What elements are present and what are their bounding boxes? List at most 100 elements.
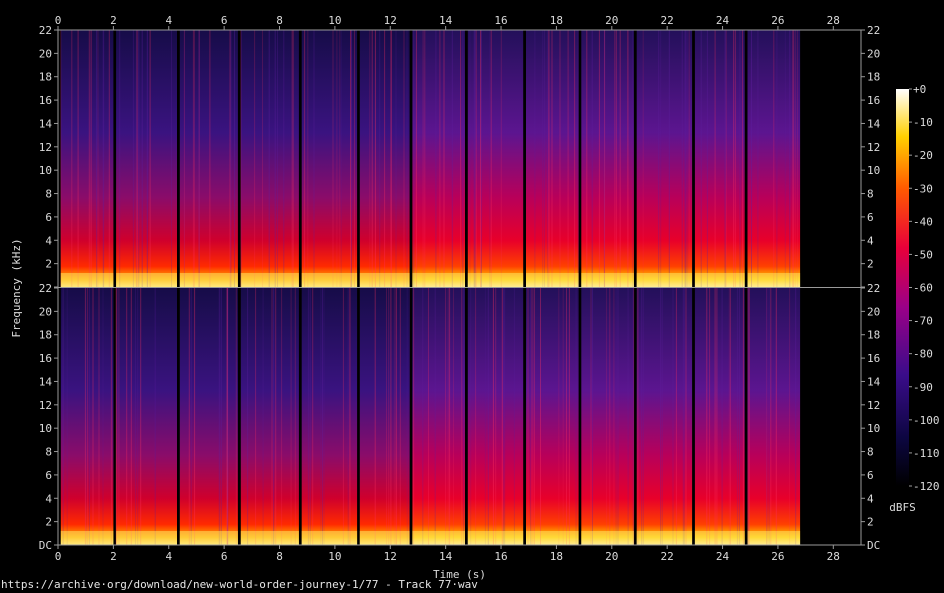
axes: 0022446688101012121414161618182020222224…	[10, 14, 881, 581]
x-tick-label: 14	[439, 14, 453, 27]
spectrogram-segment	[636, 288, 693, 545]
y-tick-label: DC	[867, 539, 880, 552]
y-tick-label: 8	[45, 446, 52, 459]
spectrogram-segment	[526, 30, 579, 287]
colorbar-tick-label: -120	[913, 480, 940, 493]
y-tick-label: 10	[867, 164, 880, 177]
spectrogram-segment	[60, 288, 114, 545]
low-frequency-band	[694, 531, 745, 545]
colorbar-tick-label: -60	[913, 282, 933, 295]
x-tick-label: 16	[494, 14, 507, 27]
y-tick-label: 10	[39, 422, 52, 435]
y-tick-label: 22	[867, 24, 880, 37]
y-tick-label: 16	[39, 94, 52, 107]
y-tick-label: 8	[867, 188, 874, 201]
colorbar-tick-label: -90	[913, 381, 933, 394]
x-tick-label: 2	[110, 550, 117, 563]
y-tick-label: 2	[45, 258, 52, 271]
spectrogram-segment	[412, 288, 465, 545]
y-tick-label: 18	[39, 329, 52, 342]
x-tick-label: 8	[276, 550, 283, 563]
channel-bottom	[60, 288, 801, 545]
spectrogram-segment	[179, 30, 238, 287]
source-url: https://archive·org/download/new-world-o…	[1, 578, 478, 591]
y-tick-label: DC	[39, 539, 52, 552]
low-frequency-band	[467, 531, 524, 545]
spectrogram-segment	[359, 288, 410, 545]
y-tick-label: 16	[867, 94, 880, 107]
colorbar: +0 -10 -20 -30 -40 -50 -60 -70 -80 -90 -100 -110 -12…	[889, 83, 939, 514]
y-tick-label: 8	[867, 446, 874, 459]
y-tick-label: 12	[867, 399, 880, 412]
y-tick-label: 8	[45, 188, 52, 201]
y-tick-label: 14	[867, 375, 881, 388]
x-tick-label: 0	[55, 14, 62, 27]
x-tick-label: 14	[439, 550, 453, 563]
x-tick-label: 16	[494, 550, 507, 563]
channel-top	[60, 30, 801, 287]
spectrogram-segment	[467, 288, 524, 545]
spectrogram-segment	[581, 288, 634, 545]
y-tick-label: 14	[39, 117, 53, 130]
low-frequency-band	[60, 531, 114, 545]
low-frequency-band	[412, 531, 465, 545]
colorbar-title: dBFS	[889, 501, 916, 514]
spectrogram-segment	[301, 30, 358, 287]
x-axis-title: Time (s)	[433, 568, 486, 581]
x-tick-label: 24	[716, 550, 730, 563]
x-tick-label: 6	[221, 14, 228, 27]
x-tick-label: 6	[221, 550, 228, 563]
y-tick-label: 18	[39, 71, 52, 84]
low-frequency-band	[116, 273, 177, 287]
spectrogram-segment	[116, 30, 177, 287]
y-axis-title: Frequency (kHz)	[10, 238, 23, 337]
spectrogram-segment	[359, 30, 410, 287]
low-frequency-band	[60, 273, 114, 287]
x-tick-label: 10	[328, 14, 341, 27]
y-tick-label: 10	[39, 164, 52, 177]
colorbar-tick-label: -50	[913, 248, 933, 261]
low-frequency-band	[179, 273, 238, 287]
y-tick-label: 2	[867, 258, 874, 271]
y-tick-label: 4	[45, 492, 52, 505]
y-tick-label: 6	[45, 211, 52, 224]
y-tick-label: 20	[867, 47, 880, 60]
spectrogram-segment	[240, 288, 299, 545]
x-tick-label: 4	[165, 550, 172, 563]
low-frequency-band	[467, 273, 524, 287]
y-tick-label: 22	[867, 282, 880, 295]
low-frequency-band	[359, 273, 410, 287]
colorbar-tick-label: -80	[913, 348, 933, 361]
x-tick-label: 24	[716, 14, 730, 27]
y-tick-label: 6	[45, 469, 52, 482]
colorbar-tick-label: -30	[913, 182, 933, 195]
low-frequency-band	[747, 531, 801, 545]
x-tick-label: 4	[165, 14, 172, 27]
colorbar-tick-label: -110	[913, 447, 940, 460]
y-tick-label: 16	[867, 352, 880, 365]
x-tick-label: 0	[55, 550, 62, 563]
y-tick-label: 20	[867, 305, 880, 318]
spectrogram-segment	[636, 30, 693, 287]
y-tick-label: 10	[867, 422, 880, 435]
y-tick-label: 4	[45, 234, 52, 247]
y-tick-label: 2	[45, 516, 52, 529]
low-frequency-band	[240, 273, 299, 287]
y-tick-label: 6	[867, 469, 874, 482]
x-tick-label: 12	[384, 14, 397, 27]
colorbar-tick-label: -10	[913, 116, 933, 129]
x-tick-label: 8	[276, 14, 283, 27]
low-frequency-band	[694, 273, 745, 287]
low-frequency-band	[526, 531, 579, 545]
x-tick-label: 22	[661, 14, 674, 27]
spectrogram-segment	[301, 288, 358, 545]
x-tick-label: 10	[328, 550, 341, 563]
y-tick-label: 22	[39, 282, 52, 295]
y-tick-label: 2	[867, 516, 874, 529]
x-tick-label: 26	[771, 550, 784, 563]
y-tick-label: 4	[867, 492, 874, 505]
y-tick-label: 20	[39, 305, 52, 318]
spectrogram-segment	[60, 30, 114, 287]
spectrogram-segment	[412, 30, 465, 287]
